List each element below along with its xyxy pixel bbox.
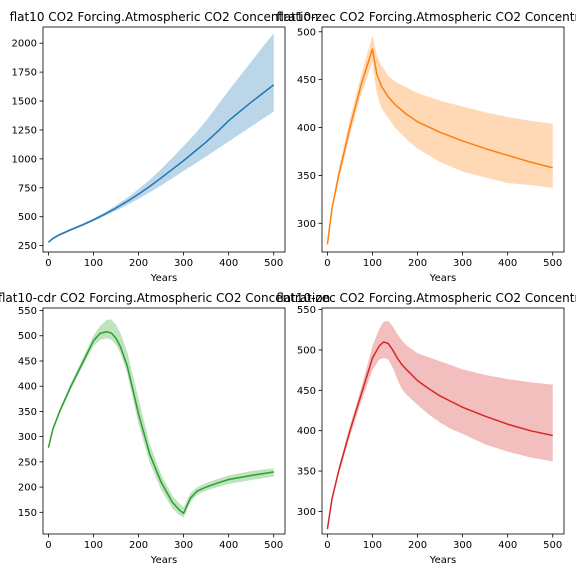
x-tick-label: 200 bbox=[408, 258, 427, 269]
subplot-flat10: 0 100 200 300 400 500 250 500 750 1000 1250 1500 175… bbox=[10, 10, 319, 284]
mean-line bbox=[47, 330, 274, 515]
subplot-title: flat10 CO2 Forcing.Atmospheric CO2 Conce… bbox=[10, 10, 319, 24]
y-tick-label: 550 bbox=[297, 305, 316, 316]
x-tick-label: 300 bbox=[453, 540, 472, 551]
x-tick-label: 0 bbox=[324, 540, 330, 551]
y-tick-label: 500 bbox=[18, 212, 37, 223]
y-tick-label: 300 bbox=[297, 507, 316, 518]
x-tick-label: 100 bbox=[84, 258, 103, 269]
y-tick-label: 300 bbox=[18, 432, 37, 443]
mean-line bbox=[326, 341, 553, 530]
x-tick-label: 500 bbox=[543, 540, 562, 551]
y-tick-label: 1000 bbox=[12, 154, 37, 165]
x-axis-label: Years bbox=[150, 273, 177, 284]
subplot-title: flat10-zec CO2 Forcing.Atmospheric CO2 C… bbox=[276, 10, 576, 24]
y-tick-label: 1750 bbox=[12, 68, 37, 79]
y-tick-label: 1250 bbox=[12, 125, 37, 136]
x-axis-label: Years bbox=[429, 555, 456, 566]
x-axis-label: Years bbox=[429, 273, 456, 284]
x-tick-label: 500 bbox=[264, 258, 283, 269]
x-tick-label: 100 bbox=[84, 540, 103, 551]
subplot-flat10-zec-orange: 0 100 200 300 400 500 300 350 400 450 500 Years flat… bbox=[276, 10, 576, 284]
y-tick-label: 250 bbox=[18, 457, 37, 468]
y-tick-label: 400 bbox=[297, 426, 316, 437]
subplot-title: flat10-zec CO2 Forcing.Atmospheric CO2 C… bbox=[276, 291, 576, 305]
y-tick-label: 500 bbox=[297, 345, 316, 356]
mean-line bbox=[326, 48, 553, 245]
y-tick-label: 350 bbox=[297, 171, 316, 182]
y-tick-label: 450 bbox=[297, 75, 316, 86]
x-tick-label: 200 bbox=[129, 540, 148, 551]
x-tick-label: 500 bbox=[543, 258, 562, 269]
uncertainty-band bbox=[48, 33, 274, 244]
uncertainty-band bbox=[327, 320, 553, 531]
x-tick-label: 400 bbox=[498, 258, 517, 269]
y-tick-label: 2000 bbox=[12, 39, 37, 50]
x-tick-label: 200 bbox=[408, 540, 427, 551]
x-tick-label: 100 bbox=[363, 540, 382, 551]
y-tick-label: 200 bbox=[18, 483, 37, 494]
y-tick-label: 250 bbox=[18, 241, 37, 252]
x-tick-label: 200 bbox=[129, 258, 148, 269]
x-tick-label: 400 bbox=[219, 258, 238, 269]
subplot-title: flat10-cdr CO2 Forcing.Atmospheric CO2 C… bbox=[0, 291, 330, 305]
x-tick-label: 400 bbox=[219, 540, 238, 551]
x-tick-label: 500 bbox=[264, 540, 283, 551]
mean-line bbox=[47, 84, 275, 243]
x-tick-label: 300 bbox=[174, 540, 193, 551]
uncertainty-band bbox=[327, 35, 553, 247]
x-tick-label: 100 bbox=[363, 258, 382, 269]
axes-frame bbox=[321, 307, 565, 535]
x-tick-label: 300 bbox=[174, 258, 193, 269]
x-tick-label: 300 bbox=[453, 258, 472, 269]
y-tick-label: 750 bbox=[18, 183, 37, 194]
subplot-flat10-zec-red: 0 100 200 300 400 500 300 350 400 450 500 550 Years f… bbox=[276, 291, 576, 566]
y-tick-label: 400 bbox=[297, 123, 316, 134]
y-tick-label: 400 bbox=[18, 382, 37, 393]
axes-frame bbox=[321, 26, 565, 253]
y-tick-label: 300 bbox=[297, 219, 316, 230]
y-tick-label: 150 bbox=[18, 508, 37, 519]
x-tick-label: 0 bbox=[324, 258, 330, 269]
y-tick-label: 1500 bbox=[12, 97, 37, 108]
x-axis-label: Years bbox=[150, 555, 177, 566]
subplot-flat10-cdr: 0 100 200 300 400 500 150 200 250 300 350 400 450 500… bbox=[0, 291, 330, 566]
y-tick-label: 350 bbox=[18, 407, 37, 418]
x-tick-label: 0 bbox=[45, 258, 51, 269]
axes-frame bbox=[42, 307, 286, 535]
y-tick-label: 500 bbox=[18, 331, 37, 342]
uncertainty-band bbox=[48, 319, 274, 518]
y-tick-label: 450 bbox=[297, 386, 316, 397]
x-tick-label: 0 bbox=[45, 540, 51, 551]
axes-frame bbox=[42, 26, 286, 253]
y-tick-label: 450 bbox=[18, 356, 37, 367]
y-tick-label: 350 bbox=[297, 467, 316, 478]
y-tick-label: 500 bbox=[297, 27, 316, 38]
x-tick-label: 400 bbox=[498, 540, 517, 551]
y-tick-label: 550 bbox=[18, 306, 37, 317]
